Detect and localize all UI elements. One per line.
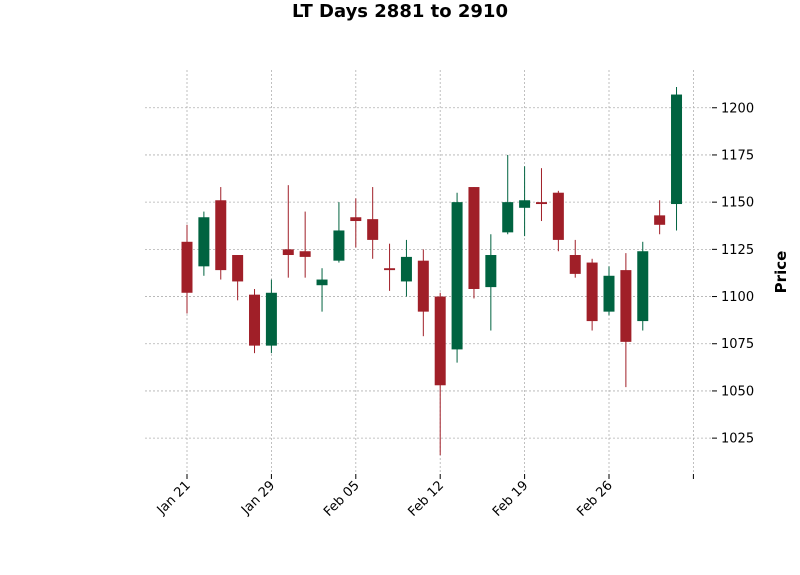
y-axis-label: Price bbox=[772, 251, 790, 294]
candle-down bbox=[654, 200, 666, 235]
candle-body bbox=[333, 230, 345, 261]
candle-body bbox=[282, 249, 294, 256]
candle-down bbox=[299, 211, 311, 278]
y-tick-label: 1200 bbox=[721, 101, 754, 116]
y-tick-label: 1050 bbox=[721, 384, 754, 399]
y-axis: 1025 1050 1075 1100 1125 1150 1175 1200 bbox=[712, 101, 754, 447]
y-tick-label: 1175 bbox=[721, 148, 754, 163]
candle-body bbox=[671, 94, 683, 205]
candle-body bbox=[468, 187, 480, 289]
candle-up bbox=[519, 166, 531, 237]
x-tick-label: Feb 26 bbox=[574, 478, 616, 520]
candle-body bbox=[603, 275, 615, 312]
candle-body bbox=[198, 217, 210, 267]
candle-up bbox=[485, 234, 497, 331]
candle-body bbox=[434, 296, 446, 386]
candle-body bbox=[265, 292, 277, 346]
candle-body bbox=[485, 255, 497, 288]
candle-body bbox=[367, 219, 379, 240]
candle-body bbox=[569, 255, 581, 274]
candle-up bbox=[198, 211, 210, 276]
candle-down bbox=[620, 253, 632, 388]
candle-down bbox=[569, 239, 581, 278]
x-tick-label: Jan 29 bbox=[238, 478, 278, 518]
candle-body bbox=[417, 260, 429, 312]
candle-layer bbox=[181, 86, 683, 456]
candle-body bbox=[620, 270, 632, 342]
x-tick-label: Feb 19 bbox=[490, 478, 532, 520]
y-tick-label: 1125 bbox=[721, 243, 754, 258]
candle-up bbox=[265, 279, 277, 354]
candle-body bbox=[400, 256, 412, 282]
candle-down bbox=[535, 168, 547, 222]
y-tick-label: 1025 bbox=[721, 432, 754, 447]
candle-body bbox=[181, 241, 193, 293]
x-tick-label: Jan 21 bbox=[154, 478, 194, 518]
candle-down bbox=[215, 187, 227, 280]
candle-body bbox=[502, 202, 514, 233]
candle-body bbox=[384, 268, 396, 271]
candle-down bbox=[586, 258, 598, 331]
candle-down bbox=[232, 255, 244, 301]
candle-up bbox=[316, 268, 328, 312]
candle-body bbox=[519, 200, 531, 208]
candle-up bbox=[451, 192, 463, 363]
candle-body bbox=[637, 251, 649, 322]
candle-down bbox=[282, 185, 294, 278]
y-tick-label: 1150 bbox=[721, 196, 754, 211]
candle-up bbox=[333, 202, 345, 263]
candle-down bbox=[417, 249, 429, 337]
candle-up bbox=[671, 86, 683, 231]
candle-up bbox=[502, 154, 514, 235]
candle-down bbox=[552, 190, 564, 252]
candle-down bbox=[434, 292, 446, 456]
candle-down bbox=[468, 187, 480, 299]
candle-up bbox=[637, 241, 649, 331]
candle-body bbox=[299, 251, 311, 257]
candle-body bbox=[249, 294, 261, 346]
candle-down bbox=[384, 243, 396, 291]
candle-up bbox=[400, 239, 412, 297]
candle-body bbox=[586, 262, 598, 322]
candle-body bbox=[451, 202, 463, 350]
x-tick-label: Feb 12 bbox=[406, 478, 448, 520]
y-tick-label: 1100 bbox=[721, 290, 754, 305]
candle-body bbox=[535, 202, 547, 205]
candle-body bbox=[215, 200, 227, 271]
x-axis: Jan 21 Jan 29 Feb 05 Feb 12 Feb 19 Feb 26 bbox=[154, 474, 694, 520]
x-tick-label: Feb 05 bbox=[321, 478, 363, 520]
candle-down bbox=[181, 224, 193, 314]
candle-down bbox=[249, 288, 261, 354]
candle-up bbox=[603, 266, 615, 316]
candle-body bbox=[350, 217, 362, 222]
candle-body bbox=[232, 255, 244, 282]
chart-title: LT Days 2881 to 2910 bbox=[292, 1, 508, 22]
candle-body bbox=[316, 279, 328, 286]
candle-body bbox=[552, 192, 564, 240]
y-tick-label: 1075 bbox=[721, 337, 754, 352]
candle-body bbox=[654, 215, 666, 225]
candle-down bbox=[367, 187, 379, 259]
candle-down bbox=[350, 198, 362, 248]
